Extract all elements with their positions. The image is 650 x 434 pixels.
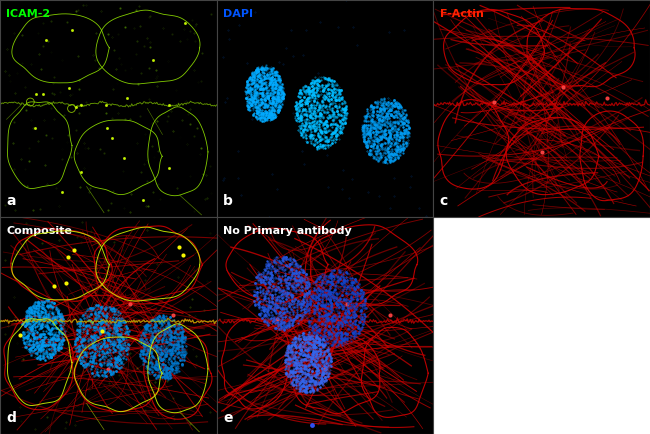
Text: d: d (6, 411, 16, 425)
Text: e: e (223, 411, 233, 425)
Text: Composite: Composite (6, 226, 72, 236)
Text: c: c (440, 194, 448, 208)
Text: ICAM-2: ICAM-2 (6, 9, 51, 19)
Text: b: b (223, 194, 233, 208)
Text: a: a (6, 194, 16, 208)
Text: F-Actin: F-Actin (440, 9, 484, 19)
Text: DAPI: DAPI (223, 9, 253, 19)
Text: No Primary antibody: No Primary antibody (223, 226, 352, 236)
